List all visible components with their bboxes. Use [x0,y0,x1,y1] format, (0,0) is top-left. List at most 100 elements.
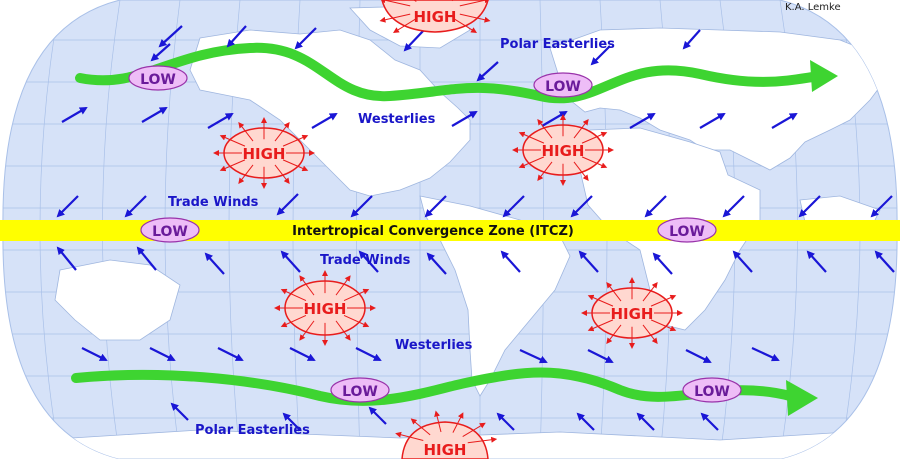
wind-arrow-icon [158,25,183,48]
wind-arrow-icon [636,412,655,431]
divergence-arrow-icon [573,161,589,182]
divergence-arrow-icon [452,412,464,433]
divergence-arrow-icon [459,0,491,7]
wind-arrow-icon [700,412,719,431]
divergence-arrow-icon [587,319,614,332]
divergence-arrow-icon [606,324,622,345]
wind-arrow-icon [368,406,387,425]
divergence-arrow-icon [537,161,553,182]
divergence-arrow-icon [238,164,254,185]
high-pressure-cell: HIGH [274,270,376,346]
northern-jet-arrowhead-icon [810,60,838,92]
wind-arrow-icon [699,112,726,129]
wind-arrow-icon [652,252,673,275]
divergence-arrow-icon [581,156,608,169]
westerlies-south-label: Westerlies [395,338,473,353]
jet-streams [71,42,838,416]
divergence-arrow-icon [650,319,677,332]
divergence-arrow-icon [274,121,290,142]
westerlies-north-label: Westerlies [358,112,436,127]
northern-jet-stream-icon [75,42,825,104]
low-pressure-cell: LOW [330,377,390,403]
divergence-arrow-icon [434,410,442,433]
low-label: LOW [669,224,705,240]
divergence-arrow-icon [462,422,486,437]
low-pressure-cell: LOW [128,65,188,91]
wind-arrow-icon [587,349,614,363]
wind-arrow-icon [355,347,382,361]
wind-arrow-icon [570,195,593,218]
high-label: HIGH [413,8,456,26]
divergence-arrow-icon [299,320,315,341]
divergence-arrow-icon [335,320,351,341]
wind-arrow-icon [358,250,379,273]
divergence-arrow-icon [518,131,545,144]
divergence-arrow-icon [379,0,411,7]
polar-easterlies-south-label: Polar Easterlies [195,423,310,438]
divergence-arrow-icon [459,13,491,23]
divergence-arrow-icon [606,281,622,302]
wind-arrow-icon [289,347,316,361]
divergence-arrow-icon [467,436,498,444]
wind-arrow-icon [226,25,247,48]
divergence-arrow-icon [392,18,417,33]
wind-arrow-icon [590,45,611,66]
wind-arrow-icon [751,347,780,362]
polar-easterlies-north-label: Polar Easterlies [500,37,615,52]
wind-arrow-icon [61,106,88,123]
wind-arrow-icon [576,412,595,431]
wind-arrow-icon [870,195,893,218]
wind-arrow-icon [732,250,753,273]
low-pressure-cell: LOW [657,217,717,243]
wind-arrow-icon [204,252,225,275]
low-pressure-cell: LOW [140,217,200,243]
low-label: LOW [694,384,730,400]
high-pressure-cell: HIGH [581,277,683,349]
wind-arrow-icon [496,412,515,431]
low-label: LOW [152,224,188,240]
divergence-arrow-icon [518,156,545,169]
wind-arrow-icon [502,195,525,218]
divergence-arrow-icon [379,13,411,23]
high-label: HIGH [541,142,584,160]
wind-arrow-icon [136,246,157,271]
author-credit: K.A. Lemke [785,2,841,13]
divergence-arrow-icon [280,314,307,328]
divergence-arrow-icon [299,275,315,296]
divergence-arrow-icon [219,159,246,172]
wind-arrow-icon [519,349,548,364]
high-label: HIGH [303,300,346,318]
wind-arrow-icon [685,349,712,363]
high-label: HIGH [423,441,466,459]
southern-jet-stream-icon [71,367,795,406]
high-label: HIGH [242,145,285,163]
wind-arrow-icon [722,195,745,218]
divergence-arrow-icon [219,134,246,147]
wind-arrow-icon [578,250,599,273]
wind-arrow-icon [798,195,821,218]
trade-winds-north-label: Trade Winds [168,195,259,210]
high-pressure-cell: HIGH [395,410,498,459]
low-label: LOW [140,72,176,88]
divergence-arrow-icon [343,288,370,302]
wind-arrow-icon [56,246,77,271]
wind-arrow-icon [403,29,425,52]
divergence-arrow-icon [573,118,589,139]
trade-winds-south-label: Trade Winds [320,253,411,268]
divergence-arrow-icon [282,134,309,147]
low-label: LOW [342,384,378,400]
low-pressure-cell: LOW [533,72,593,98]
high-pressure-cell: HIGH [379,0,491,33]
wind-arrow-icon [644,195,667,218]
wind-arrow-icon [806,250,827,273]
wind-arrow-icon [771,112,798,129]
wind-arrow-icon [276,193,299,216]
wind-arrow-icon [682,29,701,50]
divergence-arrow-icon [410,418,431,436]
wind-arrow-icon [424,195,447,218]
wind-arrow-icon [500,250,521,273]
wind-arrow-icon [294,27,317,50]
wind-arrow-icon [874,250,895,273]
divergence-arrow-icon [282,159,309,172]
wind-arrow-icon [311,112,338,129]
